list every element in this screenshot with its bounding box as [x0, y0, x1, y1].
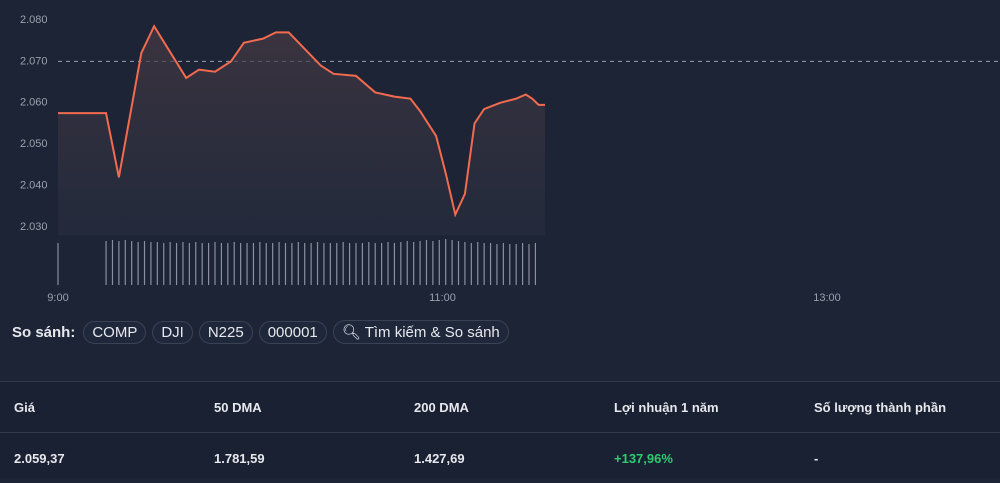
header-cell: Giá: [14, 399, 35, 415]
header-row: Giá 50 DMA 200 DMA Lợi nhuận 1 năm Số lư…: [0, 382, 1000, 432]
value-row: 2.059,37 1.781,59 1.427,69 +137,96% -: [0, 432, 1000, 483]
header-cell: 200 DMA: [414, 399, 469, 415]
compare-chip[interactable]: N225: [198, 320, 253, 344]
stats-table: Giá 50 DMA 200 DMA Lợi nhuận 1 năm Số lư…: [0, 381, 1000, 478]
value-cell: 1.427,69: [414, 450, 465, 466]
compare-bar: So sánh: COMP DJI N225 000001 🔍︎ Tìm kiế…: [12, 320, 509, 344]
value-cell: 2.059,37: [14, 450, 65, 466]
value-cell: 1.781,59: [214, 450, 265, 466]
chart: 2.030 2.040 2.050 2.060 2.070 2.080 9:00 11:00 1…: [20, 14, 1000, 304]
search-button[interactable]: 🔍︎ Tìm kiếm & So sánh: [332, 320, 509, 344]
price-line: [58, 24, 546, 218]
compare-chip[interactable]: 000001: [258, 320, 327, 344]
header-cell: 50 DMA: [214, 399, 262, 415]
y-tick-label: 2.080: [20, 14, 48, 26]
x-tick-label: 11:00: [429, 292, 456, 304]
value-cell: -: [814, 450, 819, 466]
x-tick-label: 9:00: [47, 292, 68, 304]
header-cell: Số lượng thành phần: [814, 399, 947, 415]
compare-chip[interactable]: COMP: [83, 320, 147, 344]
y-tick-label: 2.040: [20, 180, 48, 192]
y-tick-label: 2.070: [20, 55, 48, 67]
search-text: Tìm kiếm & So sánh: [364, 324, 500, 341]
compare-chip[interactable]: DJI: [152, 320, 193, 344]
compare-label: So sánh:: [12, 323, 76, 341]
y-tick-label: 2.050: [20, 138, 48, 150]
x-tick-label: 13:00: [813, 292, 841, 304]
y-tick-label: 2.060: [20, 97, 48, 109]
price-area: [58, 26, 546, 236]
y-tick-label: 2.030: [20, 221, 48, 233]
value-cell: +137,96%: [614, 450, 673, 466]
header-cell: Lợi nhuận 1 năm: [614, 399, 719, 415]
